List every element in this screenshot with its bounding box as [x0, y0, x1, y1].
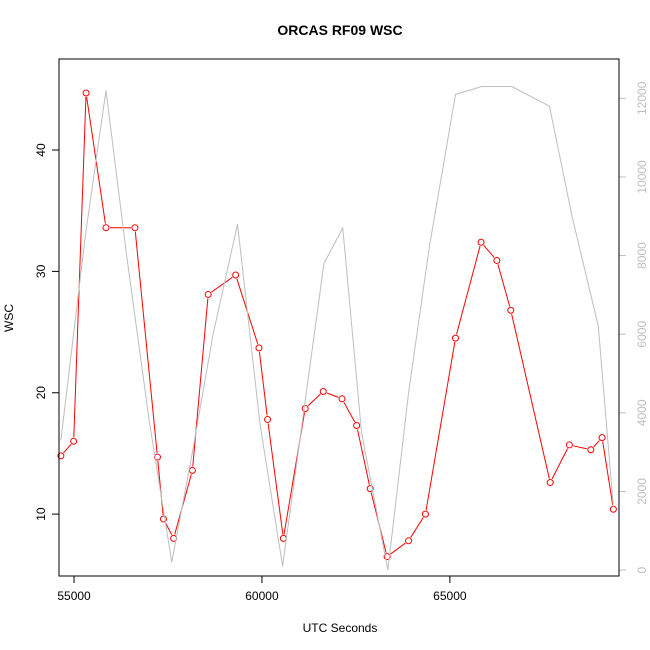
series-segment — [157, 460, 164, 516]
data-point — [131, 224, 139, 232]
y2-tick-label: 10000 — [635, 160, 649, 194]
data-point — [301, 405, 309, 413]
series-segment — [483, 244, 495, 258]
y-tick-label: 20 — [34, 386, 48, 400]
data-point — [598, 434, 606, 442]
y2-tick-label: 2000 — [635, 478, 649, 505]
y2-tick-label: 12000 — [635, 81, 649, 115]
series-segment — [551, 448, 569, 480]
x-tick-label: 60000 — [245, 589, 279, 603]
data-point — [493, 256, 501, 264]
y2-tick-label: 0 — [635, 566, 649, 573]
series-segment — [573, 445, 588, 450]
y-tick-label: 40 — [34, 143, 48, 157]
data-point — [546, 479, 554, 487]
data-point — [159, 515, 167, 523]
series-segment — [267, 423, 284, 535]
y2-tick-label: 4000 — [635, 399, 649, 426]
series-segment — [410, 517, 424, 538]
y-axis-label: WSC — [2, 304, 16, 332]
data-point — [153, 453, 161, 461]
series-segment — [343, 402, 356, 423]
series-segment — [258, 351, 268, 416]
data-point — [405, 537, 413, 545]
data-point — [421, 510, 429, 518]
series-segment — [357, 429, 370, 485]
bottom-axis: 55000 60000 65000 — [57, 575, 467, 603]
left-axis: 10 20 30 40 — [34, 143, 60, 521]
data-point — [279, 534, 287, 542]
data-point — [232, 271, 240, 279]
series-segment — [192, 298, 209, 467]
series-segment — [164, 522, 173, 536]
x-tick-label: 55000 — [57, 589, 91, 603]
altitude-series — [60, 86, 614, 571]
data-point — [587, 446, 595, 454]
data-point — [353, 422, 361, 430]
y2-tick-label: 8000 — [635, 242, 649, 269]
series-segment — [134, 231, 158, 454]
series-segment — [307, 393, 321, 407]
plot-frame — [58, 58, 620, 577]
data-point — [255, 344, 263, 352]
y-tick-label: 10 — [34, 507, 48, 521]
series-segment — [63, 443, 72, 454]
series-segment — [593, 440, 600, 448]
wsc-series — [57, 89, 617, 561]
data-point — [338, 395, 346, 403]
data-point — [264, 415, 272, 423]
chart-title: ORCAS RF09 WSC — [277, 22, 402, 38]
data-point — [82, 89, 90, 97]
series-segment — [497, 264, 511, 307]
series-segment — [73, 96, 87, 438]
right-axis: 0 2000 4000 6000 8000 10000 12000 — [618, 81, 649, 573]
series-segment — [326, 392, 339, 398]
x-tick-label: 65000 — [433, 589, 467, 603]
data-point — [507, 306, 515, 314]
series-segment — [511, 314, 550, 479]
data-point — [204, 290, 212, 298]
series-segment — [456, 245, 481, 335]
y2-tick-label: 6000 — [635, 321, 649, 348]
data-point — [102, 224, 110, 232]
series-segment — [425, 341, 456, 511]
data-point — [565, 441, 573, 449]
series-segment — [602, 441, 614, 506]
data-point — [70, 437, 78, 445]
series-layer — [57, 86, 617, 571]
data-point — [452, 334, 460, 342]
data-point — [366, 485, 374, 493]
x-axis-label: UTC Seconds — [303, 621, 378, 635]
data-point — [477, 238, 485, 246]
data-point — [188, 466, 196, 474]
data-point — [57, 452, 65, 460]
series-segment — [211, 276, 233, 293]
series-line — [60, 86, 614, 571]
series-segment — [390, 542, 406, 555]
data-point — [319, 388, 327, 396]
y-tick-label: 30 — [34, 264, 48, 278]
data-point — [383, 553, 391, 561]
